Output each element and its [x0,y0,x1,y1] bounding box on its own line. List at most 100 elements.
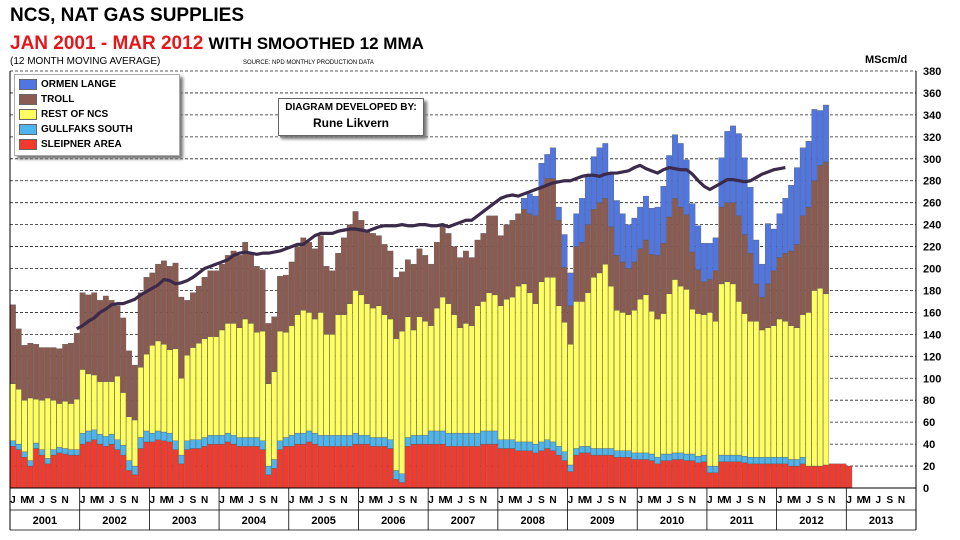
bar-segment-rest-of-ncs [637,299,644,454]
bar-segment-rest-of-ncs [190,347,196,440]
bar-segment-troll [503,224,510,300]
bar-segment-ormen-lange [643,195,649,241]
bar-segment-troll [439,224,446,298]
bar-segment-rest-of-ncs [172,348,179,441]
bar-segment-gullfaks-south [486,430,493,445]
month-tick-label: N [758,495,765,506]
bar-segment-troll [782,252,789,322]
month-tick-label: J [10,495,16,506]
bar-segment-troll [480,233,487,302]
bar-segment-ormen-lange [631,217,638,263]
bar-segment-rest-of-ncs [149,345,156,434]
bar-segment-rest-of-ncs [404,316,411,438]
bar-segment-sleipner-area [776,463,783,489]
month-tick-label: J [736,495,742,506]
bar-segment-rest-of-ncs [538,281,545,443]
bar-segment-sleipner-area [62,453,69,489]
bar-segment-gullfaks-south [422,435,429,445]
bar-segment-rest-of-ncs [375,305,382,438]
bar-segment-rest-of-ncs [387,318,394,440]
bar-segment-sleipner-area [805,465,812,489]
month-tick-label: J [666,495,672,506]
bar-segment-gullfaks-south [561,451,568,461]
bar-segment-rest-of-ncs [300,310,307,434]
bar-segment-gullfaks-south [102,436,109,447]
month-tick-label: S [120,495,127,506]
bar-segment-ormen-lange [521,198,527,210]
bar-segment-sleipner-area [79,443,86,489]
month-tick-label: N [828,495,835,506]
bar-segment-gullfaks-south [27,460,34,467]
bar-segment-sleipner-area [358,443,365,489]
bar-segment-sleipner-area [753,463,760,489]
source-label: SOURCE: NPD MONTHLY PRODUCTION DATA [243,60,374,66]
bar-segment-sleipner-area [672,459,678,489]
bar-segment-rest-of-ncs [317,312,324,436]
bar-segment-troll [805,206,812,313]
bar-segment-rest-of-ncs [131,419,138,467]
bar-segment-sleipner-area [666,460,673,489]
bar-segment-rest-of-ncs [672,279,678,454]
bar-segment-troll [532,215,539,304]
bar-segment-sleipner-area [706,472,713,489]
bar-segment-gullfaks-south [480,430,487,445]
bar-segment-rest-of-ncs [439,296,446,432]
bar-segment-troll [341,237,347,315]
bar-segment-troll [393,277,400,339]
bar-segment-rest-of-ncs [602,263,609,449]
bar-segment-sleipner-area [457,446,463,489]
bar-segment-ormen-lange [538,163,545,188]
bar-segment-sleipner-area [515,450,522,489]
bar-segment-sleipner-area [253,446,260,489]
bar-segment-troll [433,242,440,309]
bar-segment-troll [126,350,132,417]
bar-segment-rest-of-ncs [631,310,638,454]
chart-subtitle: JAN 2001 - MAR 2012 WITH SMOOTHED 12 MMA [10,33,424,55]
bar-segment-rest-of-ncs [712,321,719,467]
bar-segment-sleipner-area [178,463,185,489]
month-tick-label: M [305,495,313,506]
month-tick-label: J [806,495,812,506]
bar-segment-rest-of-ncs [288,325,295,436]
bar-segment-gullfaks-south [463,432,469,447]
bar-segment-rest-of-ncs [236,327,243,438]
bar-segment-rest-of-ncs [596,272,603,449]
bar-segment-sleipner-area [10,446,16,489]
bar-segment-ormen-lange [765,223,771,285]
bar-segment-troll [759,296,765,331]
bar-segment-ormen-lange [666,155,673,218]
bar-segment-gullfaks-south [765,457,771,465]
bar-segment-troll [770,270,777,326]
bar-segment-troll [608,226,614,287]
bar-segment-rest-of-ncs [497,305,504,440]
bar-segment-sleipner-area [654,463,661,489]
bar-segment-rest-of-ncs [422,321,429,436]
bar-segment-troll [555,220,562,307]
bar-segment-gullfaks-south [265,465,272,476]
bar-segment-sleipner-area [648,460,655,489]
month-tick-label: M [648,495,656,506]
bar-segment-ormen-lange [799,147,806,217]
bar-segment-ormen-lange [561,234,568,268]
bar-segment-gullfaks-south [550,441,556,451]
bar-segment-gullfaks-south [794,459,800,467]
bar-segment-ormen-lange [811,109,818,181]
month-tick-label: M [235,495,243,506]
bar-segment-rest-of-ncs [544,277,551,440]
month-tick-label: M [793,495,801,506]
bar-segment-ormen-lange [724,131,731,203]
month-tick-label: M [229,495,237,506]
month-tick-label: M [20,495,28,506]
bar-segment-rest-of-ncs [433,307,440,432]
bar-segment-sleipner-area [584,452,591,489]
bar-segment-ormen-lange [701,243,707,282]
bar-segment-gullfaks-south [666,453,673,461]
bar-segment-troll [166,266,173,350]
bar-segment-rest-of-ncs [625,314,632,451]
bar-segment-gullfaks-south [451,432,458,447]
bar-segment-rest-of-ncs [463,323,469,434]
y-tick-label: 300 [923,154,941,166]
bar-segment-rest-of-ncs [271,371,278,460]
bar-segment-gullfaks-south [538,441,545,451]
bar-segment-gullfaks-south [85,430,92,443]
